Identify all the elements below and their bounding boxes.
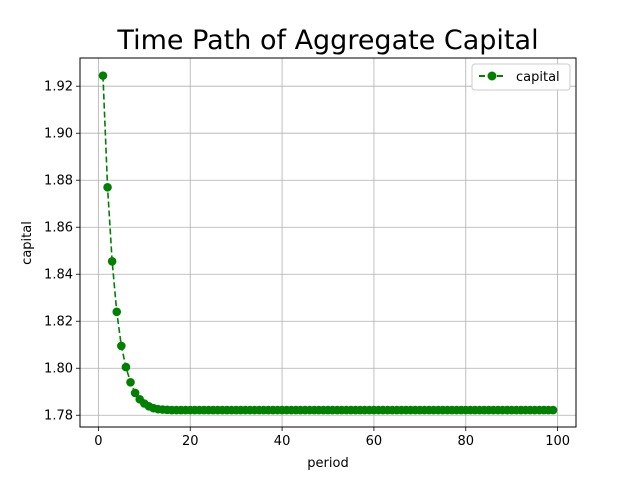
- chart-title: Time Path of Aggregate Capital: [116, 25, 538, 56]
- legend: capital: [471, 63, 571, 91]
- y-tick-label: 1.86: [44, 221, 73, 236]
- y-tick-label: 1.80: [44, 362, 73, 377]
- data-point: [107, 257, 117, 266]
- x-axis: 0 20 40 60 80 100: [94, 427, 570, 449]
- data-point: [130, 388, 140, 398]
- y-tick-label: 1.78: [44, 409, 73, 424]
- data-point: [126, 378, 135, 387]
- x-tick-label: 100: [545, 434, 570, 449]
- y-tick-label: 1.92: [44, 80, 73, 95]
- data-point: [103, 182, 112, 192]
- data-point: [117, 341, 126, 351]
- plot-area-frame: [79, 57, 577, 428]
- legend-marker-sample: [487, 71, 497, 81]
- grid-lines: [80, 58, 576, 427]
- x-tick-label: 20: [182, 434, 199, 449]
- x-tick-label: 80: [458, 434, 475, 449]
- y-axis: 1.78 1.80 1.82 1.84 1.86 1.88 1.90 1.92: [44, 80, 80, 424]
- x-axis-label: period: [307, 456, 348, 471]
- y-tick-label: 1.82: [44, 315, 73, 330]
- x-tick-label: 40: [274, 434, 291, 449]
- x-tick-label: 60: [366, 434, 383, 449]
- data-point: [98, 71, 108, 80]
- y-tick-label: 1.84: [44, 268, 73, 283]
- legend-label: capital: [516, 70, 560, 85]
- x-tick-label: 0: [94, 434, 102, 449]
- y-tick-label: 1.90: [44, 127, 73, 142]
- data-point: [548, 405, 558, 415]
- y-axis-label: capital: [20, 221, 35, 265]
- data-point: [112, 307, 122, 317]
- series-layer: [98, 71, 558, 415]
- data-point: [121, 362, 131, 372]
- legend-box: [471, 63, 571, 91]
- y-tick-label: 1.88: [44, 174, 73, 189]
